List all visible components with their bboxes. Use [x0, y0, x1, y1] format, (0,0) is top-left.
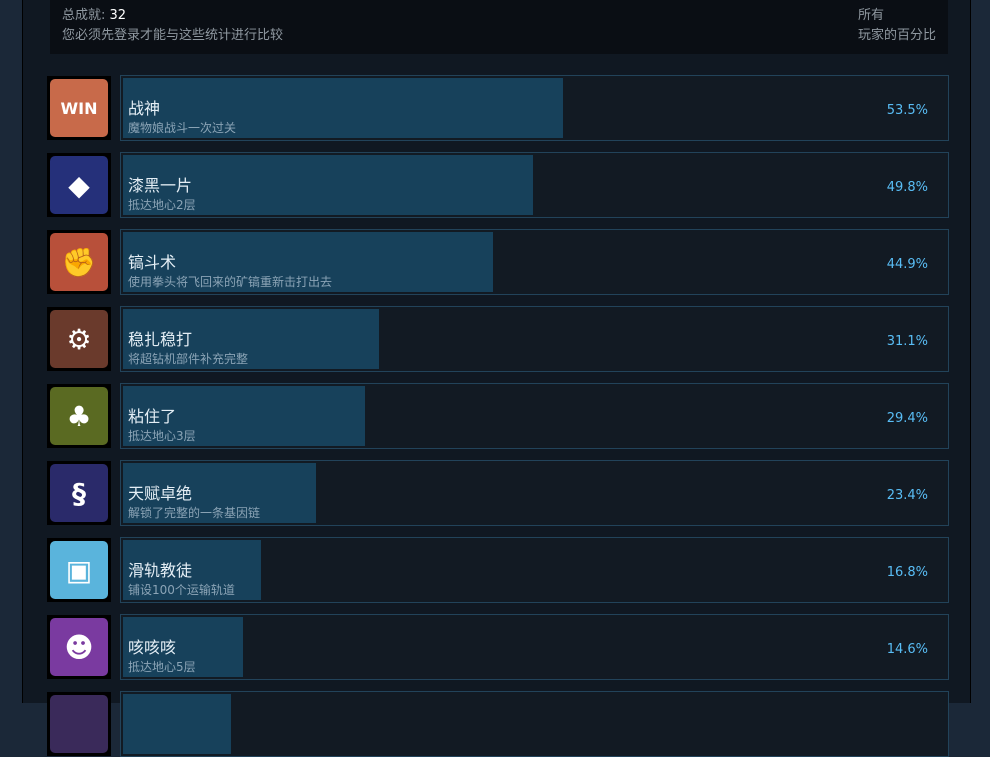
- achievement-percent: 23.4%: [886, 488, 928, 503]
- monster-icon: ☻: [47, 615, 111, 679]
- win-icon: WIN: [47, 76, 111, 140]
- achievement-progress: 滑轨教徒 铺设100个运输轨道 16.8%: [120, 537, 949, 603]
- rail-icon: ▣: [47, 538, 111, 602]
- achievement-name: 天赋卓绝: [128, 484, 193, 503]
- achievement-row: WIN 战神 魔物娘战斗一次过关 53.5%: [47, 75, 949, 141]
- achievement-row: ⚙ 稳扎稳打 将超钻机部件补充完整 31.1%: [47, 306, 949, 372]
- progress-fill: [123, 386, 365, 446]
- achievement-row: ▣ 滑轨教徒 铺设100个运输轨道 16.8%: [47, 537, 949, 603]
- column-label-all: 所有: [857, 8, 884, 23]
- achievement-desc: 铺设100个运输轨道: [128, 583, 235, 597]
- total-label: 总成就:: [62, 8, 106, 23]
- achievement-desc: 抵达地心2层: [128, 198, 196, 212]
- achievement-row: ✊ 镐斗术 使用拳头将飞回来的矿镐重新击打出去 44.9%: [47, 229, 949, 295]
- progress-fill: [123, 540, 262, 600]
- achievement-desc: 将超钻机部件补充完整: [128, 352, 249, 366]
- progress-fill: [123, 694, 231, 754]
- column-label-percent: 玩家的百分比: [857, 28, 936, 43]
- achievement-row: ☻ 咳咳咳 抵达地心5层 14.6%: [47, 614, 949, 680]
- achievement-name: 滑轨教徒: [128, 561, 193, 580]
- progress-fill: [123, 617, 244, 677]
- achievement-percent: 53.5%: [886, 103, 928, 118]
- achievement-progress: [120, 691, 949, 757]
- achievement-desc: 解锁了完整的一条基因链: [128, 506, 261, 520]
- achievement-row: [47, 691, 949, 757]
- achievement-progress: 稳扎稳打 将超钻机部件补充完整 31.1%: [120, 306, 949, 372]
- achievement-name: 战神: [128, 99, 161, 118]
- progress-fill: [123, 309, 379, 369]
- achievement-progress: 漆黑一片 抵达地心2层 49.8%: [120, 152, 949, 218]
- achievement-name: 镐斗术: [128, 253, 177, 272]
- achievement-progress: 咳咳咳 抵达地心5层 14.6%: [120, 614, 949, 680]
- total-count: 32: [109, 8, 127, 23]
- achievement-desc: 使用拳头将飞回来的矿镐重新击打出去: [128, 275, 333, 289]
- achievement-progress: 天赋卓绝 解锁了完整的一条基因链 23.4%: [120, 460, 949, 526]
- achievement-name: 咳咳咳: [128, 638, 177, 657]
- achievement-percent: 14.6%: [886, 642, 928, 657]
- achievement-percent: 29.4%: [886, 411, 928, 426]
- achievement-row: ◆ 漆黑一片 抵达地心2层 49.8%: [47, 152, 949, 218]
- progress-fill: [123, 463, 316, 523]
- achievement-desc: 抵达地心5层: [128, 660, 196, 674]
- login-note: 您必须先登录才能与这些统计进行比较: [62, 28, 284, 43]
- dark-rock-icon: ◆: [47, 153, 111, 217]
- achievement-name: 漆黑一片: [128, 176, 193, 195]
- progress-fill: [123, 78, 564, 138]
- partial-icon: [47, 692, 111, 756]
- achievement-percent: 49.8%: [886, 180, 928, 195]
- achievements-panel: 总成就: 32 您必须先登录才能与这些统计进行比较 所有 玩家的百分比 WIN …: [22, 0, 971, 757]
- achievement-percent: 31.1%: [886, 334, 928, 349]
- achievement-desc: 魔物娘战斗一次过关: [128, 121, 237, 135]
- achievement-row: ♣ 粘住了 抵达地心3层 29.4%: [47, 383, 949, 449]
- achievement-progress: 战神 魔物娘战斗一次过关 53.5%: [120, 75, 949, 141]
- dna-icon: §: [47, 461, 111, 525]
- drill-icon: ⚙: [47, 307, 111, 371]
- stats-header: 总成就: 32 您必须先登录才能与这些统计进行比较 所有 玩家的百分比: [50, 0, 948, 54]
- achievement-progress: 镐斗术 使用拳头将飞回来的矿镐重新击打出去 44.9%: [120, 229, 949, 295]
- achievement-desc: 抵达地心3层: [128, 429, 196, 443]
- achievement-name: 粘住了: [128, 407, 177, 426]
- fist-icon: ✊: [47, 230, 111, 294]
- achievement-percent: 44.9%: [886, 257, 928, 272]
- progress-fill: [123, 232, 493, 292]
- progress-fill: [123, 155, 533, 215]
- achievement-progress: 粘住了 抵达地心3层 29.4%: [120, 383, 949, 449]
- achievement-name: 稳扎稳打: [128, 330, 193, 349]
- swamp-icon: ♣: [47, 384, 111, 448]
- achievement-percent: 16.8%: [886, 565, 928, 580]
- achievement-row: § 天赋卓绝 解锁了完整的一条基因链 23.4%: [47, 460, 949, 526]
